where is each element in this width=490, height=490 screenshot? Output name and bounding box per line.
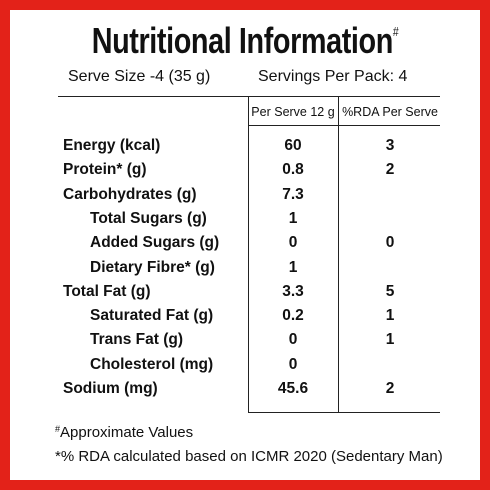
nutrient-label: Added Sugars (g)	[90, 234, 220, 252]
nutrient-label: Carbohydrates (g)	[63, 185, 197, 203]
per-serve-value: 45.6	[277, 380, 309, 397]
per-serve-value: 1	[288, 209, 298, 227]
rda-value: 0	[385, 234, 395, 252]
column-header: Per Serve 12 g	[251, 105, 335, 119]
footnote-text: Approximate Values	[60, 424, 194, 441]
nutrient-label: Sodium (mg)	[63, 380, 158, 397]
per-serve-value: 0.2	[282, 307, 304, 325]
nutrient-label: Energy (kcal)	[63, 137, 161, 154]
nutrient-label: Cholesterol (mg)	[90, 355, 214, 373]
per-serve-value: 0.8	[282, 161, 304, 179]
servings-per-pack: Servings Per Pack: 4	[258, 68, 408, 85]
column-rule	[248, 96, 249, 412]
per-serve-value: 7.3	[282, 185, 304, 203]
table-top-rule	[58, 96, 440, 97]
nutrient-label: Total Sugars (g)	[90, 209, 207, 227]
column-header: %RDA Per Serve	[342, 105, 438, 119]
header-rule	[248, 125, 440, 126]
per-serve-value: 60	[284, 137, 302, 154]
footnote-mark: #	[55, 424, 61, 434]
rda-value: 1	[385, 331, 395, 349]
title: Nutritional Information#	[92, 20, 399, 62]
nutrient-label: Dietary Fibre* (g)	[90, 258, 215, 276]
rda-value: 3	[385, 137, 395, 154]
serve-size: Serve Size -4 (35 g)	[68, 68, 211, 85]
per-serve-value: 0	[288, 331, 298, 349]
nutrient-label: Saturated Fat (g)	[90, 307, 214, 325]
table-bottom-rule	[248, 412, 440, 413]
title-mark: #	[392, 24, 399, 39]
rda-value: 2	[385, 380, 395, 397]
per-serve-value: 1	[288, 258, 298, 276]
footnote: #Approximate Values	[55, 424, 193, 441]
title-text: Nutritional Information	[91, 20, 394, 61]
nutrient-label: Protein* (g)	[63, 161, 147, 179]
column-rule	[338, 96, 339, 412]
rda-value: 5	[385, 282, 395, 300]
per-serve-value: 3.3	[282, 282, 304, 300]
per-serve-value: 0	[288, 234, 298, 252]
footnote: *% RDA calculated based on ICMR 2020 (Se…	[55, 448, 443, 465]
rda-value: 2	[385, 161, 395, 179]
nutrient-label: Total Fat (g)	[63, 282, 151, 300]
rda-value: 1	[385, 307, 395, 325]
per-serve-value: 0	[288, 355, 298, 373]
nutrient-label: Trans Fat (g)	[90, 331, 184, 349]
